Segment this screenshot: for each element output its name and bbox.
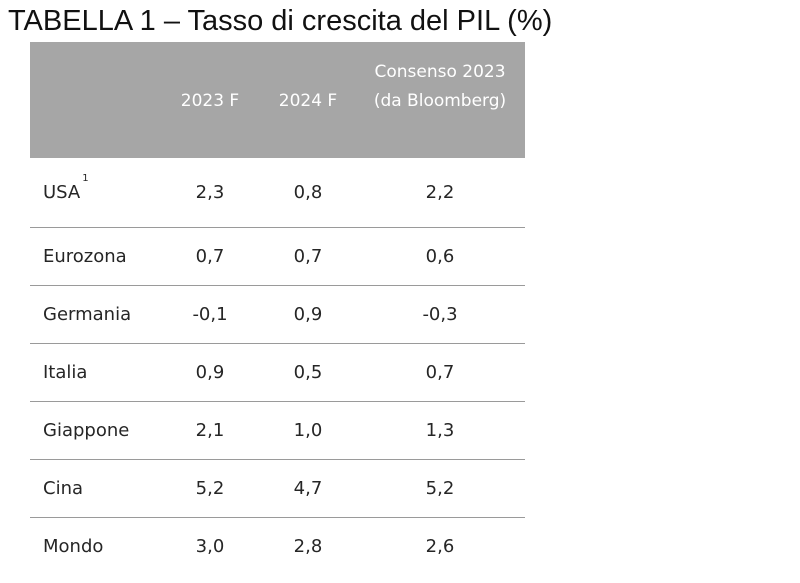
row-label: USA (43, 182, 81, 203)
row-label: Giappone (43, 420, 130, 441)
table-row: Giappone 2,1 1,0 1,3 (30, 402, 525, 460)
table-row: Germania -0,1 0,9 -0,3 (30, 286, 525, 344)
value-consensus: 5,2 (425, 478, 455, 499)
value-2024: 0,7 (293, 246, 323, 267)
value-consensus: 0,7 (425, 362, 455, 383)
header-2023-forecast: 2023 F (180, 91, 240, 111)
value-consensus: 2,6 (425, 536, 455, 557)
table-row: USA 1 2,3 0,8 2,2 (30, 158, 525, 228)
value-2023: 2,1 (195, 420, 225, 441)
value-2024: 0,8 (293, 182, 323, 203)
row-label: Eurozona (43, 246, 127, 267)
value-2024: 1,0 (293, 420, 323, 441)
table-header-row: 2023 F 2024 F Consenso 2023 (da Bloomber… (30, 42, 525, 158)
value-2023: -0,1 (192, 304, 228, 325)
page-title: TABELLA 1 – Tasso di crescita del PIL (%… (8, 5, 553, 37)
value-2024: 0,9 (293, 304, 323, 325)
value-2023: 2,3 (195, 182, 225, 203)
value-2023: 3,0 (195, 536, 225, 557)
value-consensus: 2,2 (425, 182, 455, 203)
value-2024: 4,7 (293, 478, 323, 499)
value-consensus: 1,3 (425, 420, 455, 441)
value-2023: 0,7 (195, 246, 225, 267)
table-row: Eurozona 0,7 0,7 0,6 (30, 228, 525, 286)
table-row: Cina 5,2 4,7 5,2 (30, 460, 525, 518)
value-2023: 5,2 (195, 478, 225, 499)
row-label: Mondo (43, 536, 104, 557)
value-2023: 0,9 (195, 362, 225, 383)
header-2024-forecast: 2024 F (278, 91, 338, 111)
row-label: Cina (43, 478, 84, 499)
value-consensus: -0,3 (422, 304, 458, 325)
row-label: Germania (43, 304, 132, 325)
row-label: Italia (43, 362, 88, 383)
header-consensus-2023: Consenso 2023 (da Bloomberg) (373, 62, 507, 111)
table-row: Italia 0,9 0,5 0,7 (30, 344, 525, 402)
value-2024: 2,8 (293, 536, 323, 557)
table-row: Mondo 3,0 2,8 2,6 (30, 518, 525, 575)
footnote-marker: 1 (82, 173, 89, 184)
value-consensus: 0,6 (425, 246, 455, 267)
gdp-growth-table: 2023 F 2024 F Consenso 2023 (da Bloomber… (30, 42, 525, 575)
value-2024: 0,5 (293, 362, 323, 383)
row-label-cell: USA 1 (43, 158, 89, 227)
